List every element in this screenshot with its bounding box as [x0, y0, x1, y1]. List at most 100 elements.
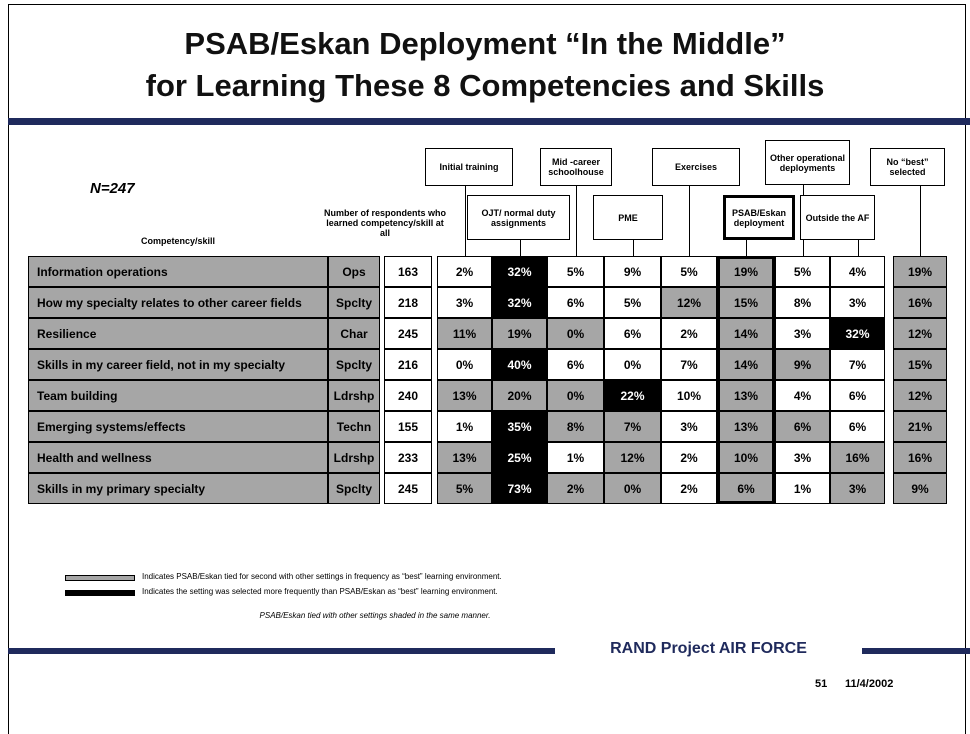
code-cell: Spclty — [328, 473, 380, 504]
value-cell: 9% — [775, 349, 830, 380]
value-cell: 5% — [437, 473, 492, 504]
title-line: PSAB/Eskan Deployment “In the Middle” — [184, 26, 786, 61]
count-cell: 216 — [384, 349, 432, 380]
skill-cell: Information operations — [28, 256, 328, 287]
value-cell: 0% — [547, 380, 604, 411]
setting-header: Exercises — [652, 148, 740, 186]
setting-header: PME — [593, 195, 663, 240]
value-cell: 6% — [547, 287, 604, 318]
count-cell: 240 — [384, 380, 432, 411]
legend-note: PSAB/Eskan tied with other settings shad… — [259, 611, 491, 620]
value-cell: 3% — [830, 287, 885, 318]
connector — [920, 186, 921, 256]
count-cell: 245 — [384, 318, 432, 349]
value-cell: 5% — [661, 256, 717, 287]
value-cell: 4% — [775, 380, 830, 411]
value-cell: 6% — [775, 411, 830, 442]
value-cell: 5% — [547, 256, 604, 287]
setting-header: Mid -career schoolhouse — [540, 148, 612, 186]
value-cell: 32% — [830, 318, 885, 349]
value-cell: 2% — [661, 442, 717, 473]
count-cell: 233 — [384, 442, 432, 473]
value-cell: 0% — [437, 349, 492, 380]
value-cell: 8% — [775, 287, 830, 318]
value-cell: 15% — [717, 287, 775, 318]
skill-header: Competency/skill — [140, 236, 216, 246]
skill-cell: Team building — [28, 380, 328, 411]
count-cell: 163 — [384, 256, 432, 287]
legend-swatch — [65, 590, 135, 596]
value-cell: 35% — [492, 411, 547, 442]
value-cell: 0% — [547, 318, 604, 349]
value-cell: 1% — [547, 442, 604, 473]
skill-cell: How my specialty relates to other career… — [28, 287, 328, 318]
connector — [689, 186, 690, 256]
value-cell: 4% — [830, 256, 885, 287]
value-cell: 10% — [661, 380, 717, 411]
value-cell: 21% — [893, 411, 947, 442]
code-cell: Char — [328, 318, 380, 349]
value-cell: 7% — [830, 349, 885, 380]
header-band — [8, 118, 970, 125]
setting-header: OJT/ normal duty assignments — [467, 195, 570, 240]
count-cell: 218 — [384, 287, 432, 318]
sample-size: N=247 — [90, 180, 135, 197]
value-cell: 20% — [492, 380, 547, 411]
value-cell: 3% — [437, 287, 492, 318]
slide-border — [8, 4, 966, 734]
setting-header: Initial training — [425, 148, 513, 186]
value-cell: 12% — [604, 442, 661, 473]
value-cell: 12% — [661, 287, 717, 318]
code-cell: Ops — [328, 256, 380, 287]
skill-cell: Skills in my career field, not in my spe… — [28, 349, 328, 380]
value-cell: 2% — [661, 473, 717, 504]
setting-header: Other operational deployments — [765, 140, 850, 185]
page-number: 51 — [815, 678, 828, 690]
value-cell: 1% — [437, 411, 492, 442]
connector — [575, 186, 577, 256]
code-cell: Ldrshp — [328, 380, 380, 411]
setting-header: Outside the AF — [800, 195, 875, 240]
footer-org: RAND Project AIR FORCE — [610, 640, 807, 657]
value-cell: 16% — [893, 442, 947, 473]
value-cell: 3% — [775, 318, 830, 349]
value-cell: 1% — [775, 473, 830, 504]
value-cell: 8% — [547, 411, 604, 442]
value-cell: 2% — [661, 318, 717, 349]
value-cell: 40% — [492, 349, 547, 380]
title-line: for Learning These 8 Competencies and Sk… — [145, 68, 825, 103]
code-cell: Ldrshp — [328, 442, 380, 473]
value-cell: 13% — [717, 411, 775, 442]
value-cell: 6% — [830, 411, 885, 442]
value-cell: 3% — [830, 473, 885, 504]
connector — [464, 186, 466, 256]
value-cell: 13% — [437, 380, 492, 411]
value-cell: 3% — [661, 411, 717, 442]
connector — [519, 240, 521, 256]
value-cell: 3% — [775, 442, 830, 473]
skill-cell: Health and wellness — [28, 442, 328, 473]
value-cell: 9% — [893, 473, 947, 504]
value-cell: 6% — [547, 349, 604, 380]
value-cell: 12% — [893, 380, 947, 411]
skill-cell: Resilience — [28, 318, 328, 349]
value-cell: 16% — [830, 442, 885, 473]
value-cell: 5% — [775, 256, 830, 287]
value-cell: 73% — [492, 473, 547, 504]
value-cell: 2% — [547, 473, 604, 504]
highlight-column — [717, 256, 775, 504]
value-cell: 16% — [893, 287, 947, 318]
value-cell: 13% — [437, 442, 492, 473]
count-header: Number of respondents who learned compet… — [323, 208, 446, 238]
skill-cell: Skills in my primary specialty — [28, 473, 328, 504]
value-cell: 25% — [492, 442, 547, 473]
value-cell: 22% — [604, 380, 661, 411]
value-cell: 15% — [893, 349, 947, 380]
date: 11/4/2002 — [845, 678, 894, 690]
count-cell: 155 — [384, 411, 432, 442]
setting-header: PSAB/Eskan deployment — [723, 195, 795, 240]
value-cell: 0% — [604, 349, 661, 380]
code-cell: Spclty — [328, 349, 380, 380]
code-cell: Techn — [328, 411, 380, 442]
